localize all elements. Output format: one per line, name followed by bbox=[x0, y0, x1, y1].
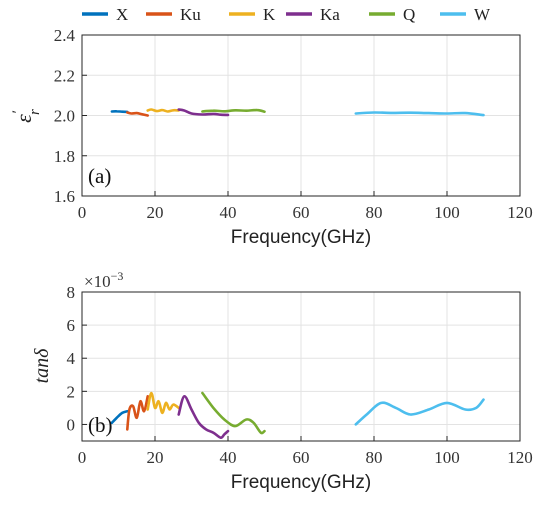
panel-a-y-ticks: 1.6 1.8 2.0 2.2 2.4 bbox=[54, 26, 87, 206]
panel-b-y-tick-label: 6 bbox=[67, 316, 76, 335]
panel-b-x-tick-label: 0 bbox=[78, 448, 87, 467]
panel-a-x-tick-label: 60 bbox=[293, 203, 310, 222]
panel-a-x-ticks: 0 20 40 60 80 100 120 bbox=[78, 191, 533, 222]
panel-b-label: (b) bbox=[88, 413, 113, 437]
panel-b-y-tick-label: 4 bbox=[67, 349, 76, 368]
panel-a: 0 20 40 60 80 100 120 1.6 1.8 2.0 2.2 2.4 Frequenc… bbox=[10, 26, 533, 248]
panel-b-x-ticks: 0 20 40 60 80 100 120 bbox=[78, 436, 533, 467]
panel-b-series-ku-line bbox=[126, 395, 149, 431]
panel-a-x-tick-label: 40 bbox=[220, 203, 237, 222]
panel-a-x-tick-label: 80 bbox=[366, 203, 383, 222]
legend-item-q: Q bbox=[369, 5, 415, 24]
legend-label-q: Q bbox=[403, 5, 415, 24]
panel-b-y-axis-label: tanδ bbox=[31, 348, 53, 384]
panel-a-series-w-line bbox=[354, 111, 485, 117]
panel-a-series bbox=[110, 108, 485, 117]
panel-a-series-k-line bbox=[146, 108, 180, 113]
panel-b-y-tick-label: 0 bbox=[67, 415, 76, 434]
panel-b-x-tick-label: 100 bbox=[434, 448, 460, 467]
legend-label-x: X bbox=[116, 5, 128, 24]
panel-a-series-ka-line bbox=[177, 108, 230, 117]
panel-a-x-tick-label: 0 bbox=[78, 203, 87, 222]
legend-item-ka: Ka bbox=[286, 5, 340, 24]
legend-label-w: W bbox=[474, 5, 491, 24]
legend-label-ka: Ka bbox=[320, 5, 340, 24]
panel-b-grid bbox=[81, 291, 521, 441]
legend-item-w: W bbox=[440, 5, 491, 24]
panel-a-series-ku-line bbox=[126, 111, 149, 117]
panel-b-series bbox=[110, 391, 485, 440]
panel-a-x-tick-label: 120 bbox=[507, 203, 533, 222]
panel-a-y-tick-label: 1.8 bbox=[54, 147, 75, 166]
panel-a-x-tick-label: 20 bbox=[147, 203, 164, 222]
panel-b-series-q-line bbox=[201, 391, 266, 435]
panel-b-series-x-line bbox=[110, 409, 129, 425]
panel-b-x-tick-label: 60 bbox=[293, 448, 310, 467]
panel-a-y-tick-label: 2.2 bbox=[54, 66, 75, 85]
legend: X Ku K Ka Q W bbox=[82, 5, 491, 24]
panel-b-x-axis-label: Frequency(GHz) bbox=[231, 472, 371, 493]
legend-label-ku: Ku bbox=[180, 5, 201, 24]
panel-a-x-axis-label: Frequency(GHz) bbox=[231, 227, 371, 248]
panel-a-series-x-line bbox=[110, 109, 129, 114]
panel-b-x-tick-label: 80 bbox=[366, 448, 383, 467]
legend-label-k: K bbox=[263, 5, 276, 24]
legend-item-x: X bbox=[82, 5, 128, 24]
panel-a-x-tick-label: 100 bbox=[434, 203, 460, 222]
legend-item-ku: Ku bbox=[146, 5, 201, 24]
panel-b-exponent-multiplier: ×10−3 bbox=[84, 269, 123, 291]
panel-b-y-ticks: 0 2 4 6 8 bbox=[67, 283, 87, 434]
legend-item-k: K bbox=[229, 5, 276, 24]
panel-a-label: (a) bbox=[88, 164, 111, 188]
panel-b-y-tick-label: 2 bbox=[67, 382, 76, 401]
panel-b-series-w-line bbox=[354, 398, 485, 426]
panel-b-x-tick-label: 120 bbox=[507, 448, 533, 467]
panel-b-series-k-line bbox=[146, 391, 180, 415]
panel-a-series-q-line bbox=[201, 108, 266, 113]
panel-b-series-ka-line bbox=[177, 395, 230, 440]
panel-a-y-tick-label: 2.0 bbox=[54, 107, 75, 126]
panel-a-y-tick-label: 1.6 bbox=[54, 187, 75, 206]
panel-b-x-tick-label: 20 bbox=[147, 448, 164, 467]
panel-b-x-tick-label: 40 bbox=[220, 448, 237, 467]
panel-b: 0 20 40 60 80 100 120 0 2 4 6 8 ×10−3 Frequency(GH… bbox=[31, 269, 533, 493]
panel-a-y-axis-label: ε′r bbox=[10, 109, 43, 123]
panel-a-y-tick-label: 2.4 bbox=[54, 26, 76, 45]
panel-b-y-tick-label: 8 bbox=[67, 283, 76, 302]
